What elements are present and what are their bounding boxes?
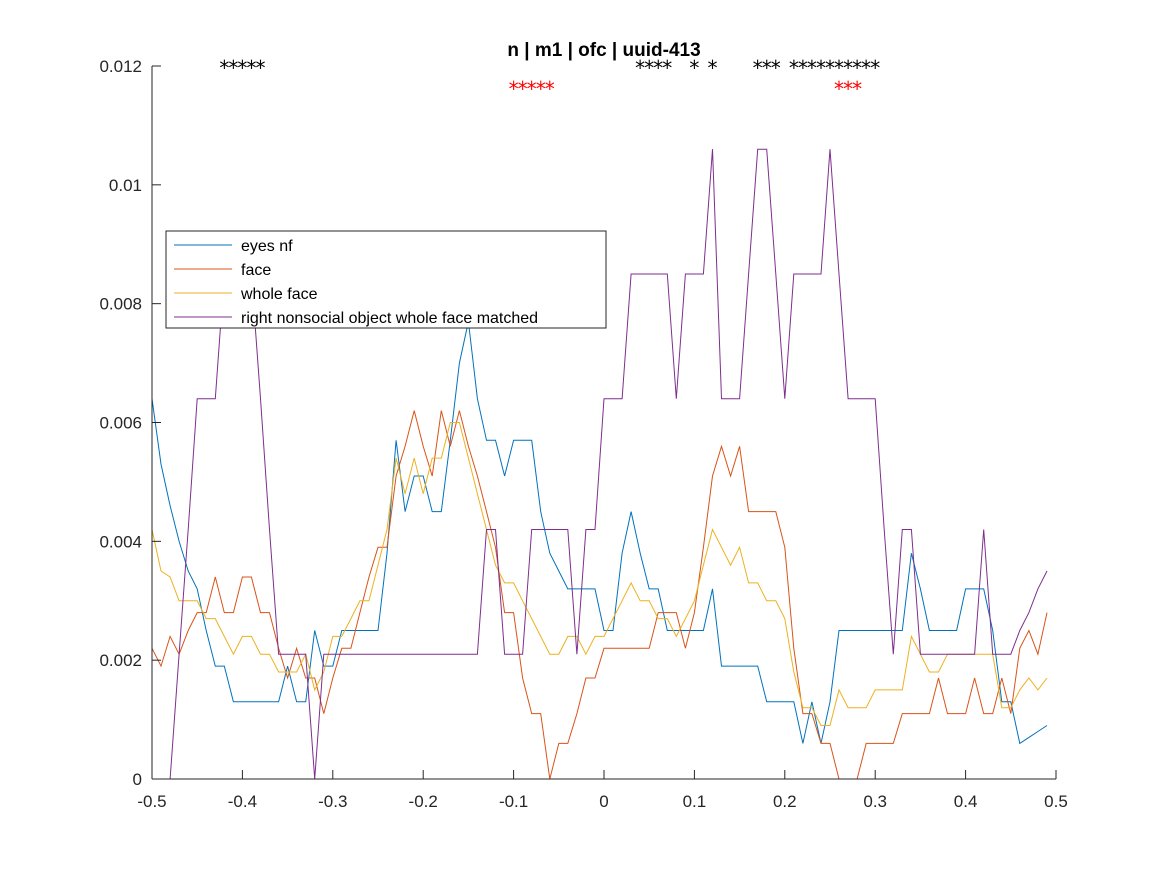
significance-marker: * (834, 56, 844, 80)
x-tick-label: 0.4 (954, 792, 978, 811)
significance-marker: * (861, 56, 871, 80)
significance-marker: * (834, 77, 844, 101)
x-tick-label: 0.5 (1044, 792, 1068, 811)
significance-marker: * (816, 56, 826, 80)
significance-marker: * (843, 56, 853, 80)
legend-label: whole face (240, 286, 318, 303)
significance-marker: * (653, 56, 663, 80)
x-tick-label: -0.4 (228, 792, 257, 811)
significance-marker: * (635, 56, 645, 80)
significance-marker: * (762, 56, 772, 80)
significance-marker: * (662, 56, 672, 80)
significance-marker: * (771, 56, 781, 80)
significance-marker: * (644, 56, 654, 80)
chart-title: n | m1 | ofc | uuid-413 (507, 40, 700, 61)
significance-marker: * (807, 56, 817, 80)
significance-marker: * (870, 56, 880, 80)
significance-marker: * (852, 77, 862, 101)
significance-marker: * (255, 56, 265, 80)
significance-marker: * (798, 56, 808, 80)
significance-marker: * (246, 56, 256, 80)
significance-marker: * (518, 77, 528, 101)
y-tick-label: 0.008 (99, 295, 142, 314)
y-tick-label: 0.002 (99, 651, 142, 670)
x-tick-label: -0.5 (137, 792, 166, 811)
x-tick-label: 0.3 (863, 792, 887, 811)
y-tick-label: 0.01 (109, 176, 142, 195)
x-tick-label: 0.1 (683, 792, 707, 811)
significance-marker: * (545, 77, 555, 101)
legend: eyes nf face whole face right nonsocial obj… (165, 230, 607, 329)
y-tick-label: 0.012 (99, 57, 142, 76)
legend-label: right nonsocial object whole face matche… (241, 310, 538, 327)
legend-label: eyes nf (241, 238, 293, 255)
significance-marker: * (219, 56, 229, 80)
legend-label: face (241, 262, 271, 279)
x-tick-label: -0.3 (318, 792, 347, 811)
significance-marker: * (689, 56, 699, 80)
y-tick-label: 0.006 (99, 414, 142, 433)
significance-marker: * (843, 77, 853, 101)
significance-marker: * (707, 56, 717, 80)
significance-marker: * (852, 56, 862, 80)
legend-items: eyes nf face whole face right nonsocial obj… (174, 238, 538, 327)
y-tick-label: 0.004 (99, 532, 142, 551)
significance-marker: * (527, 77, 537, 101)
significance-marker: * (228, 56, 238, 80)
significance-marker: * (237, 56, 247, 80)
significance-markers: * * * * * * * * * * * * * * * * * * * * * * * ** * * * * * * * (219, 56, 880, 101)
significance-marker: * (536, 77, 546, 101)
significance-marker: * (825, 56, 835, 80)
series-line-1 (151, 321, 1048, 745)
x-tick-label: 0.2 (773, 792, 797, 811)
significance-marker: * (509, 77, 519, 101)
series-line-4 (152, 148, 1048, 780)
significance-marker: * (789, 56, 799, 80)
x-tick-label: 0 (599, 792, 608, 811)
ticks: -0.5 -0.4 -0.3 -0.2 -0.1 0 0.1 0.2 0.3 0.4 0.5 0 0.0… (99, 57, 1067, 811)
legend-box (165, 230, 607, 329)
x-tick-label: -0.1 (499, 792, 528, 811)
series-layer (151, 148, 1048, 780)
x-tick-label: -0.2 (409, 792, 438, 811)
significance-marker: * (753, 56, 763, 80)
series-line-3 (151, 422, 1048, 726)
y-tick-label: 0 (133, 770, 142, 789)
